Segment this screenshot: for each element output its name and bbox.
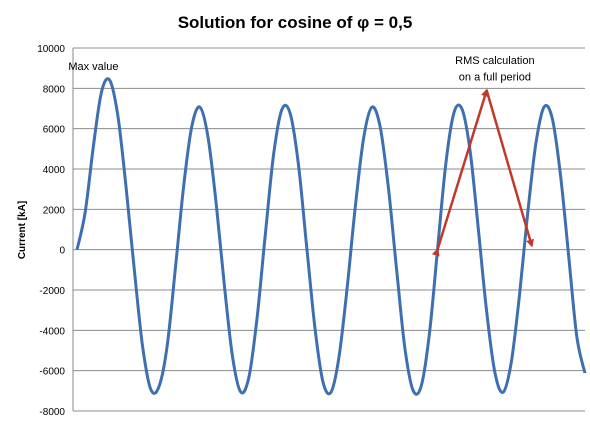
y-tick-label: -4000 bbox=[39, 326, 65, 337]
y-tick-label: -8000 bbox=[39, 407, 65, 418]
y-tick-label: -6000 bbox=[39, 367, 65, 378]
annotation-1: RMS calculation bbox=[455, 55, 534, 67]
chart-title: Solution for cosine of φ = 0,5 bbox=[178, 13, 413, 32]
y-tick-label: 4000 bbox=[43, 165, 66, 176]
y-tick-label: 8000 bbox=[43, 84, 66, 95]
y-axis-label: Current [kA] bbox=[17, 201, 28, 259]
y-tick-label: 6000 bbox=[43, 125, 66, 136]
y-tick-label: 10000 bbox=[37, 44, 65, 55]
series-group bbox=[75, 77, 587, 396]
rms-arrows bbox=[431, 88, 534, 257]
annotation-2: on a full period bbox=[459, 71, 531, 83]
y-tick-label: 0 bbox=[59, 246, 65, 257]
annotation-0: Max value bbox=[68, 61, 118, 73]
y-tick-label: -2000 bbox=[39, 286, 65, 297]
rms-arrow-down bbox=[485, 90, 534, 248]
y-tick-labels: 10000 8000 6000 4000 2000 0 -2000 -4000 -6000 -80… bbox=[37, 44, 65, 418]
annotations: Max value RMS calculation on a full period bbox=[68, 55, 534, 83]
rms-arrow-up bbox=[431, 88, 489, 257]
series-line-0 bbox=[75, 77, 587, 396]
y-tick-label: 2000 bbox=[43, 205, 66, 216]
gridlines bbox=[73, 47, 585, 412]
